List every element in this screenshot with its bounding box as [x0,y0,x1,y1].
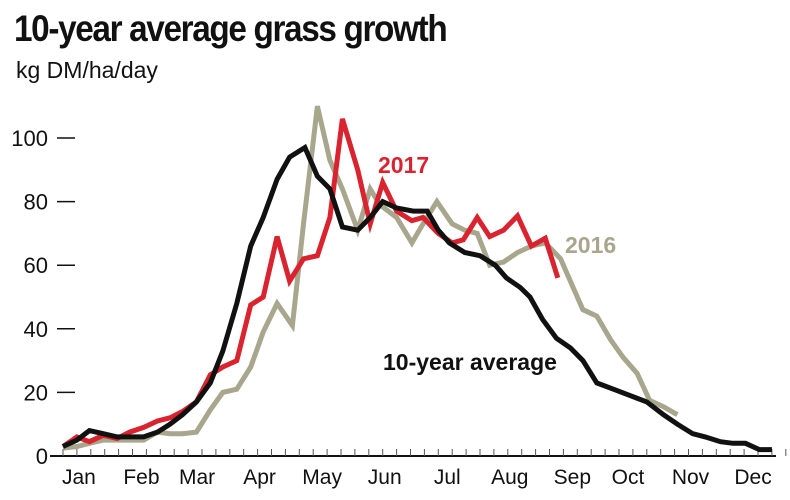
series-line-2016 [62,105,679,451]
x-tick-label: May [302,466,342,489]
y-tick-label: 80 [24,190,48,215]
series-lines [61,105,772,453]
y-tick-label: 100 [11,126,48,151]
series-label-2017: 2017 [378,152,429,178]
series-line-10-year-average [61,143,772,453]
x-tick-label: Jan [62,466,96,489]
x-tick-label: Feb [123,466,159,489]
x-tick-label: Mar [179,466,215,489]
y-axis: 0 20 40 60 80 100 [11,126,75,469]
series-line-2017 [61,118,561,449]
y-tick-label: 20 [24,380,48,405]
y-tick-label: 40 [24,317,48,342]
x-tick-label: Aug [491,466,528,489]
x-axis: Jan Feb Mar Apr May Jun Jul Aug Sep Oct Nov Dec [50,449,787,489]
chart-title: 10-year average grass growth [14,8,448,49]
y-tick-label: 0 [36,444,48,469]
series-label-2016: 2016 [565,232,616,258]
y-tick-label: 60 [24,253,48,278]
x-tick-label: Nov [672,466,710,489]
chart-subtitle: kg DM/ha/day [16,57,158,83]
x-tick-label: Oct [612,466,645,489]
x-tick-label: Jul [434,466,461,489]
x-tick-label: Jun [368,466,402,489]
x-tick-label: Sep [554,466,591,489]
x-tick-label: Dec [734,466,771,489]
x-tick-label: Apr [243,466,276,489]
series-label-10-year-average: 10-year average [383,349,557,375]
